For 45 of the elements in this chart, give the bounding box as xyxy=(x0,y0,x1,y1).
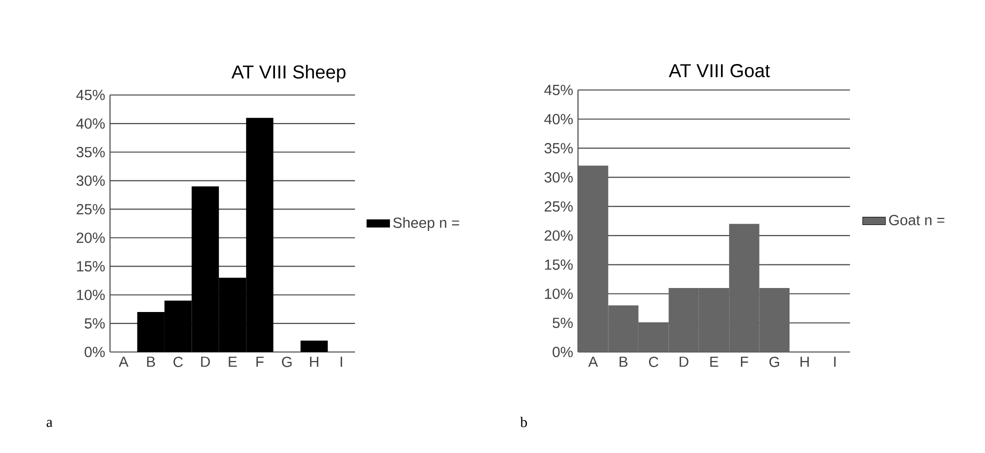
y-tick-label: 15% xyxy=(77,261,105,272)
y-tick-label: 25% xyxy=(544,201,573,212)
x-tick-label: B xyxy=(620,356,628,367)
text: a xyxy=(46,420,52,427)
y-tick-label: 35% xyxy=(76,146,105,158)
x-tick-label: E xyxy=(228,356,237,367)
x-tick-label: G xyxy=(769,356,780,368)
y-tick-label: 45% xyxy=(544,84,573,96)
x-tick-label: I xyxy=(340,356,342,367)
y-tick-label: 35% xyxy=(544,143,573,154)
y-tick-label: 40% xyxy=(76,118,105,129)
y-tick-label: 0% xyxy=(84,346,105,358)
x-tick-label: B xyxy=(147,356,155,367)
y-tick-label: 0% xyxy=(552,346,573,358)
chart-title: AT VIII Goat xyxy=(668,64,770,78)
y-tick-label: 45% xyxy=(76,90,105,100)
x-tick-label: H xyxy=(310,356,318,367)
x-tick-label: H xyxy=(800,356,809,367)
legend-label: Sheep n = xyxy=(393,217,460,231)
chart-title: AT VIII Sheep xyxy=(231,64,346,82)
y-tick-label: 30% xyxy=(76,175,105,186)
y-tick-label: 40% xyxy=(544,114,573,124)
x-tick-label: E xyxy=(710,356,718,367)
y-tick-label: 30% xyxy=(544,172,573,183)
bar xyxy=(300,340,328,352)
x-tick-label: C xyxy=(649,356,658,368)
y-tick-label: 5% xyxy=(552,318,573,328)
x-tick-label: D xyxy=(680,356,688,367)
x-tick-label: F xyxy=(256,356,264,367)
y-tick-label: 20% xyxy=(76,232,105,243)
x-tick-label: D xyxy=(201,356,210,367)
y-tick-label: 10% xyxy=(77,290,105,300)
legend-label: Goat n = xyxy=(889,214,944,226)
x-tick-label: A xyxy=(588,356,598,367)
x-tick-label: G xyxy=(282,356,292,368)
y-tick-label: 15% xyxy=(545,260,573,270)
x-tick-label: A xyxy=(118,356,128,367)
x-tick-label: I xyxy=(834,356,836,367)
y-tick-label: 25% xyxy=(76,204,105,214)
y-tick-label: 5% xyxy=(84,318,105,329)
x-tick-label: C xyxy=(174,356,183,368)
x-tick-label: F xyxy=(740,356,748,367)
y-tick-label: 20% xyxy=(544,230,573,241)
y-tick-label: 10% xyxy=(545,288,573,299)
text: b xyxy=(520,416,527,428)
